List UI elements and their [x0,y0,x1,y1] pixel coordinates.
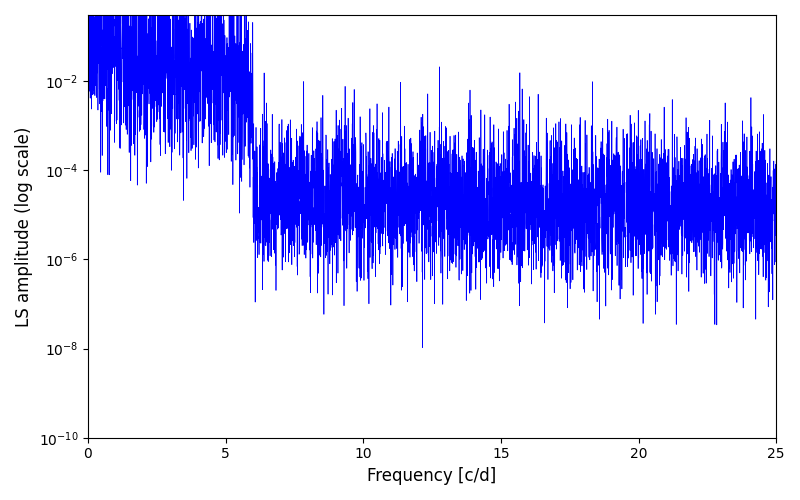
X-axis label: Frequency [c/d]: Frequency [c/d] [367,467,497,485]
Y-axis label: LS amplitude (log scale): LS amplitude (log scale) [15,126,33,326]
